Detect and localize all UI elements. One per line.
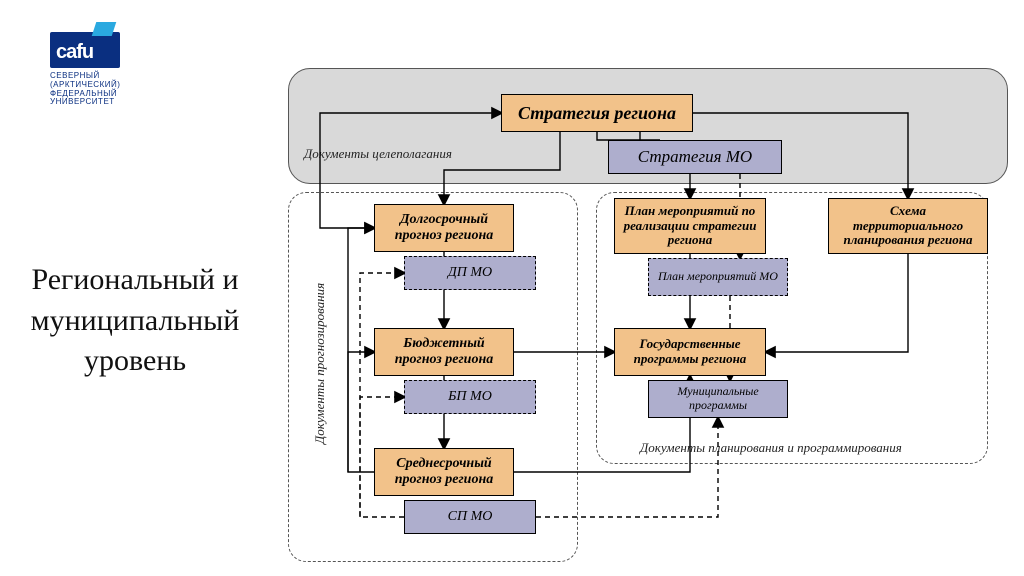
node-mid-forecast: Среднесрочный прогноз региона — [374, 448, 514, 496]
node-territorial-scheme: Схема территориального планирования реги… — [828, 198, 988, 254]
node-strategy-region: Стратегия региона — [501, 94, 693, 132]
title-l1: Региональный и — [31, 263, 238, 296]
logo-word: cafu — [56, 41, 93, 64]
node-bp-mo: БП МО — [404, 380, 536, 414]
node-gov-programs: Государственные программы региона — [614, 328, 766, 376]
node-plan-activities-mo: План мероприятий МО — [648, 258, 788, 296]
logo-sub: СЕВЕРНЫЙ (АРКТИЧЕСКИЙ) ФЕДЕРАЛЬНЫЙ УНИВЕ… — [50, 72, 130, 107]
logo-sub-4: УНИВЕРСИТЕТ — [50, 98, 130, 107]
node-budget-forecast: Бюджетный прогноз региона — [374, 328, 514, 376]
caption-goalsetting: Документы целеполагания — [304, 146, 452, 162]
node-long-forecast: Долгосрочный прогноз региона — [374, 204, 514, 252]
caption-forecasting: Документы прогнозирования — [312, 283, 328, 444]
node-mun-programs: Муниципальные программы — [648, 380, 788, 418]
node-dp-mo: ДП МО — [404, 256, 536, 290]
caption-planning: Документы планирования и программировани… — [640, 440, 902, 456]
university-logo: cafu СЕВЕРНЫЙ (АРКТИЧЕСКИЙ) ФЕДЕРАЛЬНЫЙ … — [50, 32, 130, 107]
title-l3: уровень — [84, 344, 186, 377]
node-strategy-mo: Стратегия МО — [608, 140, 782, 174]
node-sp-mo: СП МО — [404, 500, 536, 534]
slide-stage: cafu СЕВЕРНЫЙ (АРКТИЧЕСКИЙ) ФЕДЕРАЛЬНЫЙ … — [0, 0, 1024, 576]
slide-title: Региональный и муниципальный уровень — [0, 260, 270, 382]
logo-mark: cafu — [50, 32, 120, 68]
node-plan-activities: План мероприятий по реализации стратегии… — [614, 198, 766, 254]
title-l2: муниципальный — [31, 304, 240, 337]
